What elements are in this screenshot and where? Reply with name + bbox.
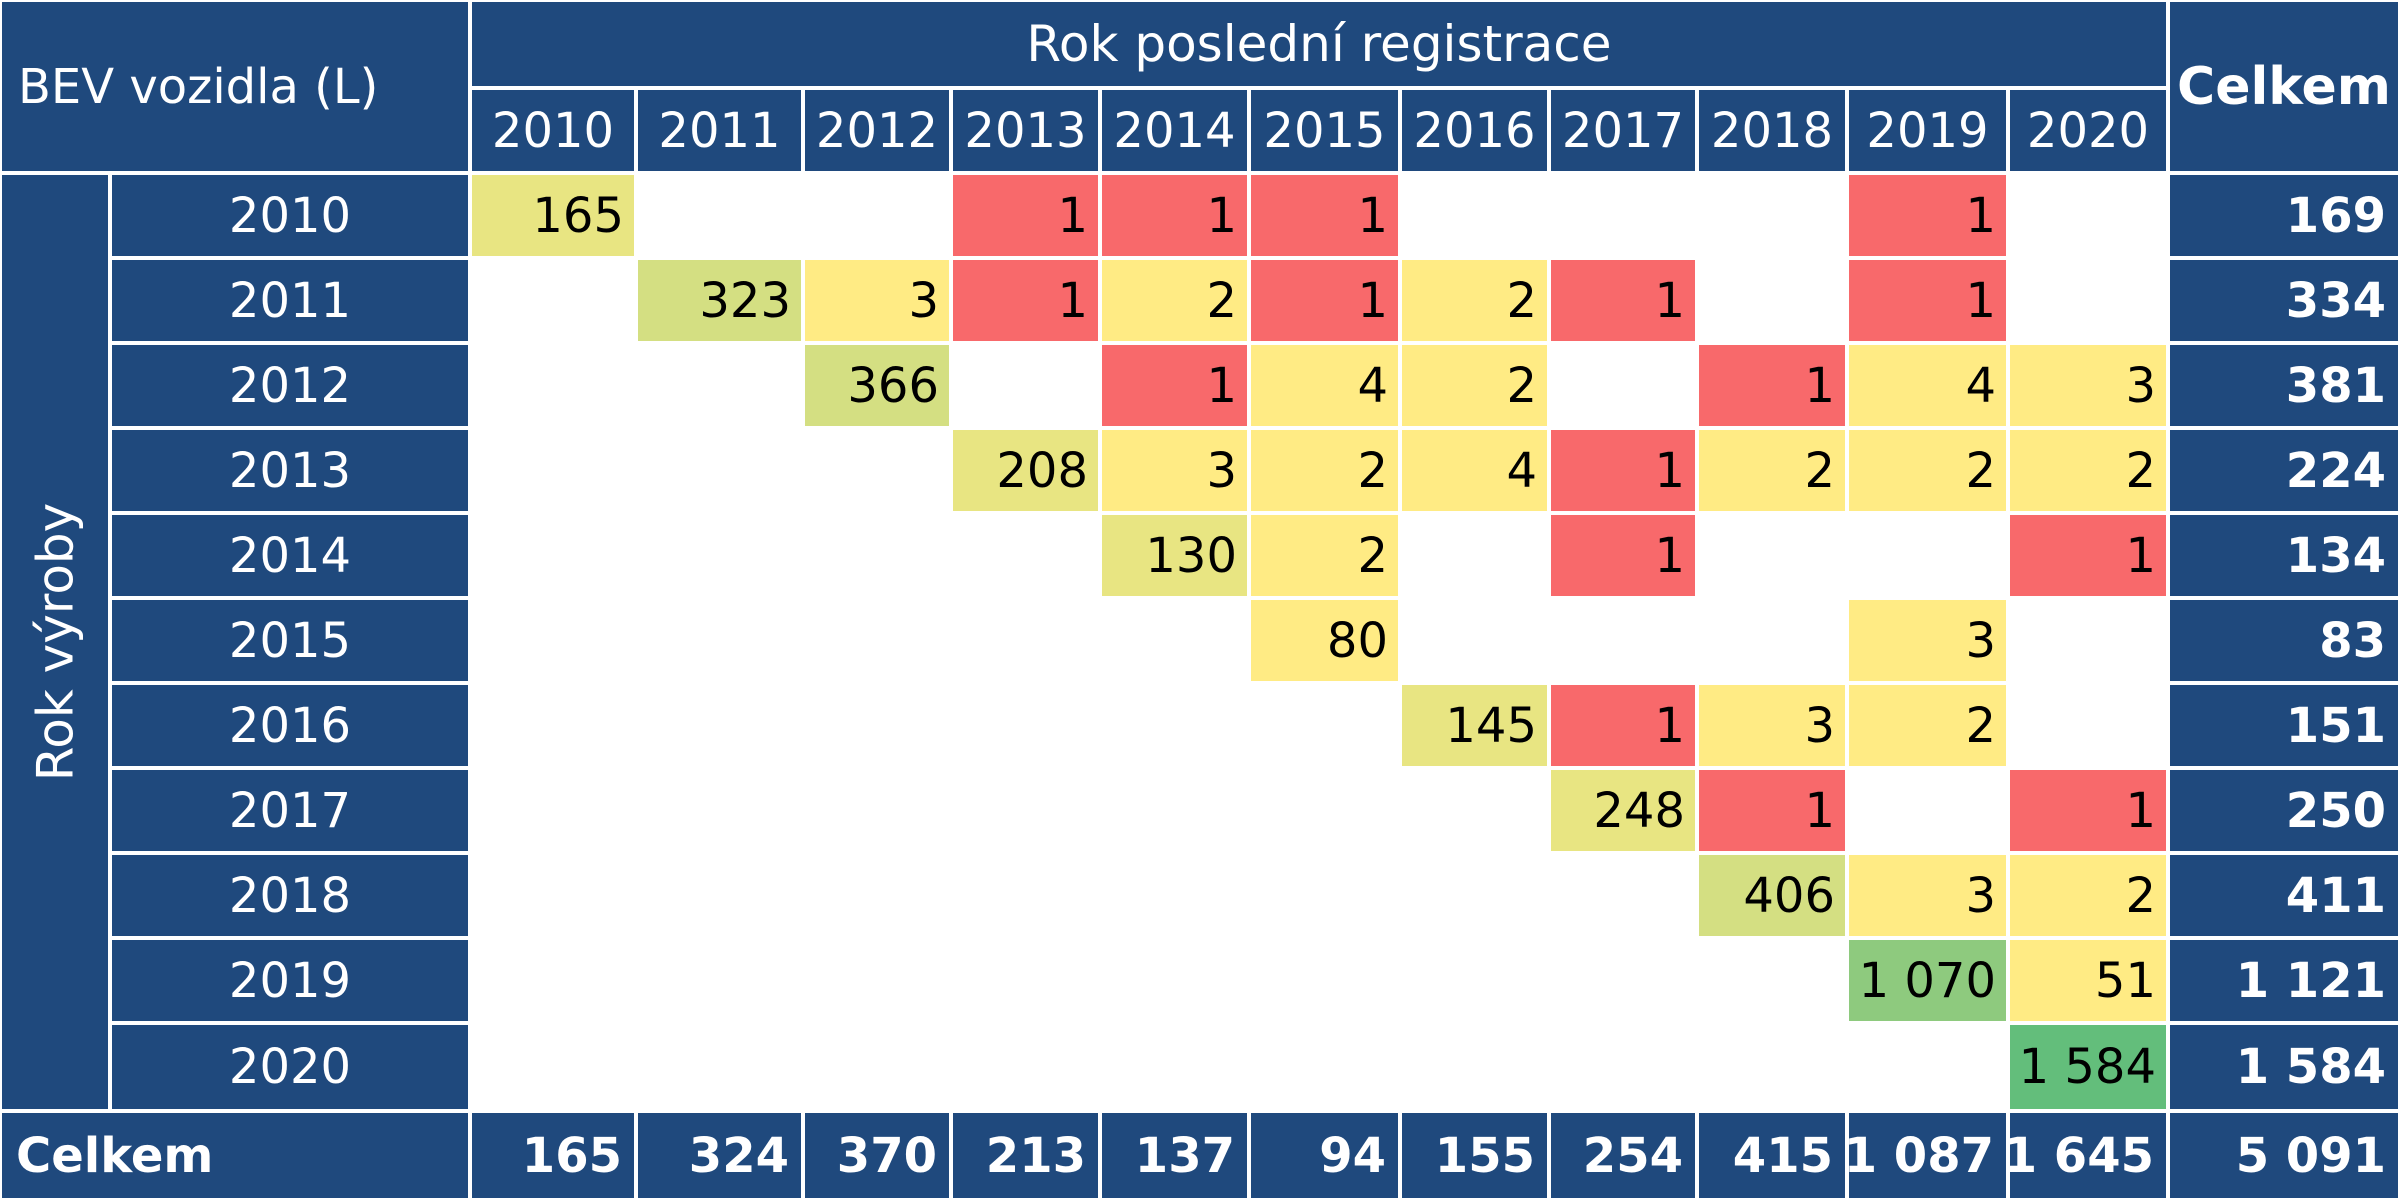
column-total: 1 645 [2008,1111,2168,1200]
data-cell: 1 [1549,513,1697,598]
column-total: 137 [1100,1111,1249,1200]
data-cell: 2 [2008,853,2168,938]
corner-label: BEV vozidla (L) [0,0,470,173]
column-year-header: 2018 [1697,88,1847,173]
data-cell: 165 [470,173,636,258]
column-total: 324 [636,1111,803,1200]
data-cell: 1 [1549,258,1697,343]
data-cell: 1 [1697,768,1847,853]
row-total: 134 [2168,513,2400,598]
row-year-header: 2012 [110,343,470,428]
data-cell: 1 [1100,343,1249,428]
column-year-header: 2019 [1847,88,2008,173]
row-total: 334 [2168,258,2400,343]
column-year-header: 2016 [1400,88,1549,173]
column-total: 94 [1249,1111,1400,1200]
data-cell: 1 [1847,173,2008,258]
column-total: 370 [803,1111,951,1200]
data-cell: 4 [1400,428,1549,513]
data-cell: 2 [1249,513,1400,598]
column-total: 1 087 [1847,1111,2008,1200]
data-cell: 2 [1249,428,1400,513]
row-group-label: Rok výroby [0,173,110,1111]
data-cell: 1 [951,258,1100,343]
data-cell: 1 [951,173,1100,258]
column-year-header: 2020 [2008,88,2168,173]
data-cell: 1 [1249,258,1400,343]
data-cell: 406 [1697,853,1847,938]
row-total: 224 [2168,428,2400,513]
row-total: 1 121 [2168,938,2400,1023]
row-year-header: 2020 [110,1023,470,1111]
data-cell: 1 [2008,513,2168,598]
column-year-header: 2013 [951,88,1100,173]
data-cell: 2 [1400,343,1549,428]
data-cell: 3 [2008,343,2168,428]
data-cell: 1 [1249,173,1400,258]
row-total: 83 [2168,598,2400,683]
data-cell: 2 [1697,428,1847,513]
column-total: 165 [470,1111,636,1200]
row-year-header: 2014 [110,513,470,598]
column-year-header: 2017 [1549,88,1697,173]
row-year-header: 2010 [110,173,470,258]
column-group-header: Rok poslední registrace [470,0,2168,88]
column-year-header: 2014 [1100,88,1249,173]
data-cell: 3 [1847,853,2008,938]
total-row-label: Celkem [0,1111,470,1200]
row-total: 250 [2168,768,2400,853]
data-cell: 1 [1847,258,2008,343]
row-total: 169 [2168,173,2400,258]
row-total: 151 [2168,683,2400,768]
data-cell: 2 [2008,428,2168,513]
grand-total: 5 091 [2168,1111,2400,1200]
data-cell: 1 [1549,428,1697,513]
column-total: 155 [1400,1111,1549,1200]
data-cell: 2 [1100,258,1249,343]
data-cell: 1 [1549,683,1697,768]
row-total: 381 [2168,343,2400,428]
data-cell: 130 [1100,513,1249,598]
data-cell: 145 [1400,683,1549,768]
data-cell: 1 [1100,173,1249,258]
data-cell: 1 070 [1847,938,2008,1023]
data-cell: 366 [803,343,951,428]
column-total: 254 [1549,1111,1697,1200]
data-cell: 3 [1697,683,1847,768]
column-year-header: 2012 [803,88,951,173]
row-year-header: 2011 [110,258,470,343]
column-total: 213 [951,1111,1100,1200]
data-cell: 2 [1847,428,2008,513]
row-year-header: 2019 [110,938,470,1023]
data-cell: 51 [2008,938,2168,1023]
row-year-header: 2015 [110,598,470,683]
data-cell: 3 [803,258,951,343]
row-year-header: 2018 [110,853,470,938]
data-cell: 4 [1847,343,2008,428]
data-cell: 3 [1100,428,1249,513]
data-cell: 208 [951,428,1100,513]
row-total: 411 [2168,853,2400,938]
total-column-header: Celkem [2168,0,2400,173]
column-year-header: 2015 [1249,88,1400,173]
row-year-header: 2013 [110,428,470,513]
row-total: 1 584 [2168,1023,2400,1111]
data-cell: 2 [1847,683,2008,768]
column-total: 415 [1697,1111,1847,1200]
column-year-header: 2011 [636,88,803,173]
row-year-header: 2017 [110,768,470,853]
data-cell: 1 584 [2008,1023,2168,1111]
data-cell: 1 [1697,343,1847,428]
row-year-header: 2016 [110,683,470,768]
data-cell: 80 [1249,598,1400,683]
row-group-label-text: Rok výroby [26,502,84,782]
data-cell: 3 [1847,598,2008,683]
data-cell: 1 [2008,768,2168,853]
data-cell: 323 [636,258,803,343]
data-cell: 248 [1549,768,1697,853]
data-cell: 4 [1249,343,1400,428]
column-year-header: 2010 [470,88,636,173]
data-cell: 2 [1400,258,1549,343]
